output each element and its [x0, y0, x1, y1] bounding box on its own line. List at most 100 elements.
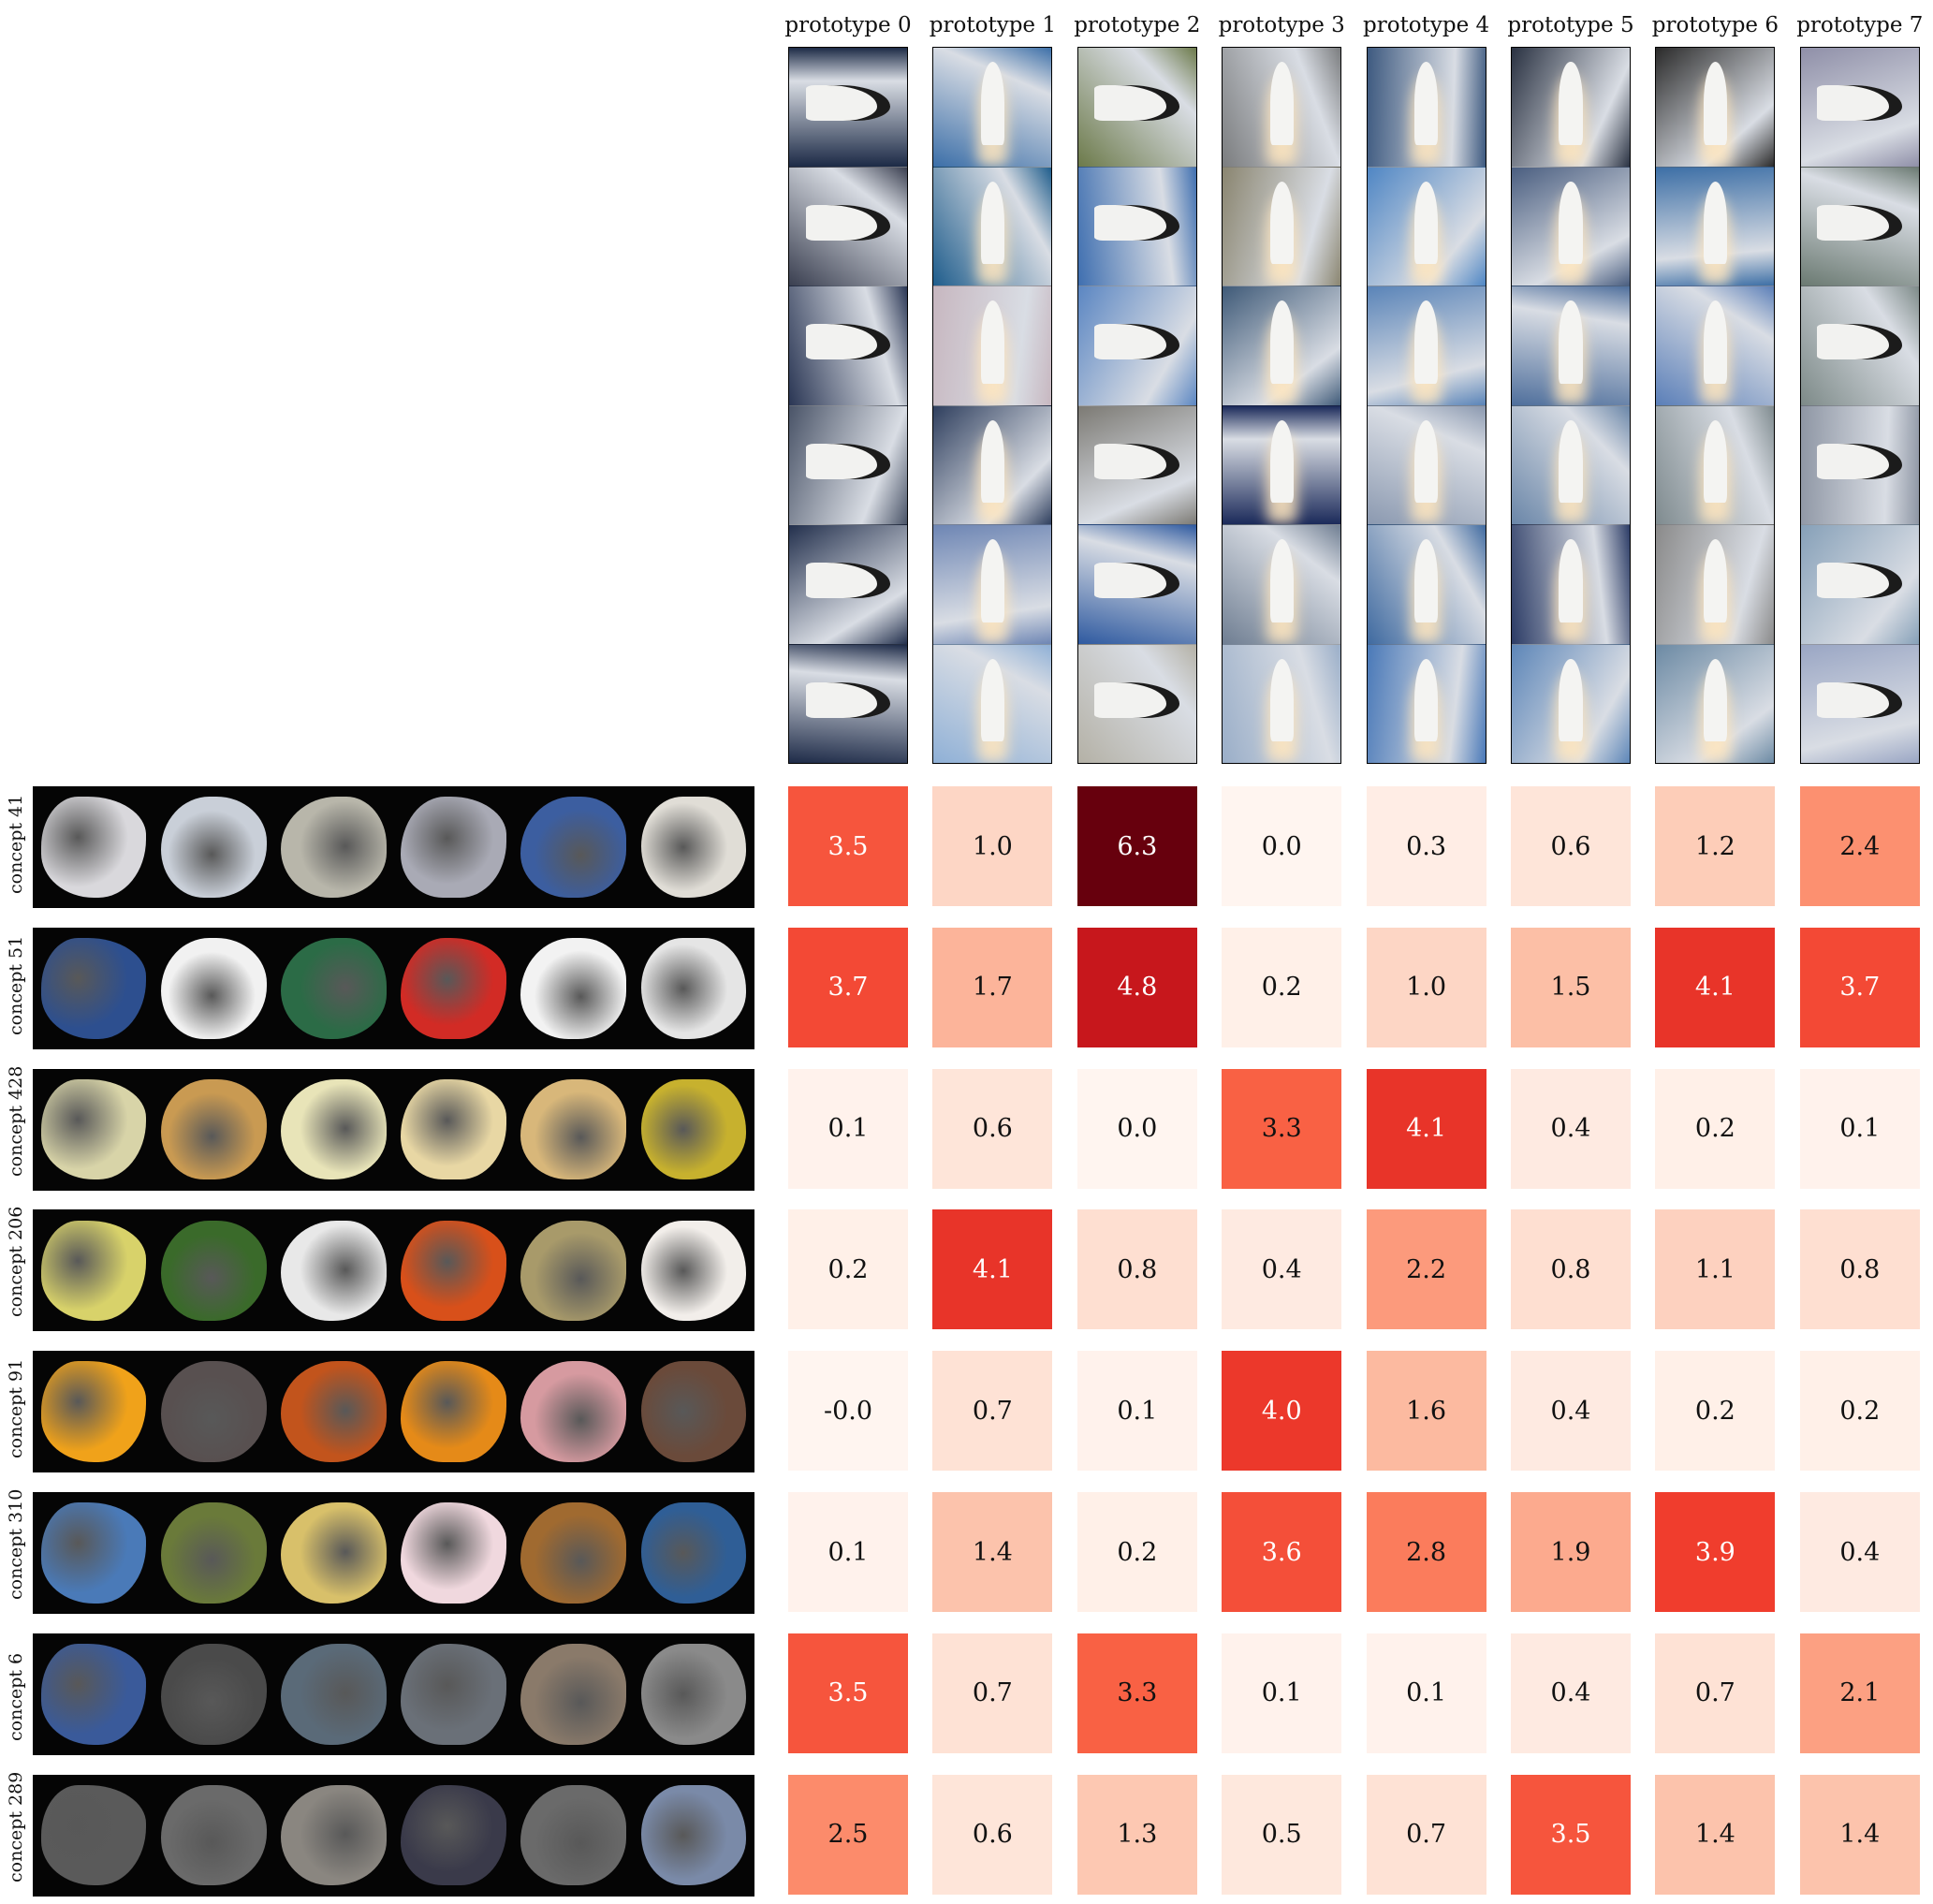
concept-patch: [394, 787, 514, 907]
shuttle-shape: [805, 443, 891, 479]
heatmap-cell-value: 1.3: [1117, 1820, 1158, 1850]
heatmap-cell: 0.4: [1799, 1492, 1920, 1612]
heatmap-cell-value: 0.7: [972, 1678, 1013, 1708]
concept-patch: [34, 929, 154, 1048]
heatmap-cell-value: 1.1: [1694, 1254, 1735, 1284]
prototype-image-column: [1222, 47, 1342, 764]
prototype-image: [1656, 286, 1775, 405]
prototype-image: [933, 166, 1052, 286]
prototype-image: [1656, 524, 1775, 644]
shuttle-shape: [1703, 181, 1727, 265]
concept-patch-region: [520, 1784, 627, 1886]
heatmap-cell: 0.1: [788, 1068, 908, 1189]
shuttle-shape: [1413, 181, 1439, 265]
shuttle-shape: [1703, 62, 1727, 145]
prototype-image: [1077, 643, 1196, 763]
concept-patch-region: [40, 1361, 147, 1462]
concept-patch-region: [281, 797, 387, 898]
concept-patch-region: [160, 1220, 267, 1322]
heatmap-cell-value: 4.8: [1117, 973, 1158, 1003]
heatmap-cell: 2.5: [788, 1774, 908, 1895]
concept-patch: [154, 1070, 273, 1190]
concept-label: concept 310: [6, 1488, 26, 1600]
concept-patch: [514, 787, 634, 907]
concept-patch: [394, 1634, 514, 1754]
heatmap-cell: 4.1: [1366, 1068, 1486, 1189]
concept-patch-region: [401, 1784, 506, 1886]
heatmap-cell-value: 0.8: [1550, 1254, 1591, 1284]
concept-patch: [634, 1352, 754, 1472]
heatmap-cell: 0.1: [1366, 1633, 1486, 1753]
prototype-image: [1223, 404, 1341, 524]
concept-patch: [634, 1210, 754, 1330]
concept-patch: [634, 1634, 754, 1754]
heatmap-cell-value: 3.3: [1261, 1114, 1302, 1144]
heatmap-cell-value: 0.2: [1839, 1396, 1881, 1426]
heatmap-cell: 6.3: [1076, 786, 1197, 906]
shuttle-shape: [1817, 681, 1903, 718]
heatmap-cell-value: 4.1: [972, 1254, 1013, 1284]
shuttle-shape: [1269, 658, 1294, 742]
shuttle-shape: [1413, 300, 1439, 384]
concept-patch-region: [40, 1502, 147, 1604]
prototype-label: prototype 6: [1651, 13, 1779, 37]
heatmap-cell: 3.3: [1222, 1068, 1342, 1189]
concept-patch-region: [160, 1502, 267, 1604]
heatmap-cell-value: 0.6: [1550, 831, 1591, 861]
concept-patch-region: [281, 1784, 387, 1886]
concept-patch: [514, 1776, 634, 1896]
heatmap-cell: 1.9: [1511, 1492, 1631, 1612]
shuttle-shape: [1817, 443, 1903, 479]
prototype-image-column: [1076, 47, 1197, 764]
heatmap-cell-value: 1.0: [972, 831, 1013, 861]
heatmap-cell-value: 0.7: [972, 1396, 1013, 1426]
heatmap-cell-value: 0.4: [1550, 1678, 1591, 1708]
prototype-image: [1800, 404, 1919, 524]
concept-patch-region: [640, 797, 747, 898]
concept-patch: [34, 1070, 154, 1190]
prototype-image: [933, 48, 1052, 167]
heatmap-cell-value: 0.4: [1550, 1114, 1591, 1144]
concept-patch-region: [640, 1078, 747, 1180]
heatmap-cell-value: 1.7: [972, 973, 1013, 1003]
heatmap-cell-value: 1.4: [1839, 1820, 1881, 1850]
heatmap-cell: 0.2: [1222, 927, 1342, 1047]
concept-patch-strip: [33, 1492, 754, 1614]
prototype-label: prototype 5: [1507, 13, 1634, 37]
prototype-image: [789, 48, 907, 167]
concept-patch-strip: [33, 1351, 754, 1473]
concept-patch: [273, 1352, 393, 1472]
shuttle-shape: [980, 658, 1004, 742]
prototype-image: [1223, 166, 1341, 286]
shuttle-shape: [1094, 85, 1180, 122]
heatmap-cell-value: -0.0: [823, 1396, 873, 1426]
prototype-label: prototype 4: [1363, 13, 1490, 37]
heatmap-cell-value: 0.1: [1839, 1114, 1881, 1144]
prototype-image: [1367, 48, 1486, 167]
prototype-image: [1223, 48, 1341, 167]
concept-patch-region: [40, 1784, 147, 1886]
concept-label: concept 289: [6, 1771, 26, 1882]
concept-patch-strip: [33, 927, 754, 1049]
concept-patch-region: [520, 1361, 627, 1462]
concept-patch: [634, 787, 754, 907]
heatmap-cell: 0.2: [1076, 1492, 1197, 1612]
prototype-image: [1656, 166, 1775, 286]
concept-patch: [273, 1776, 393, 1896]
heatmap-cell: 0.1: [1222, 1633, 1342, 1753]
concept-patch: [34, 1493, 154, 1613]
prototype-image-column: [1655, 47, 1776, 764]
concept-patch-region: [401, 1220, 506, 1322]
shuttle-shape: [1559, 181, 1583, 265]
shuttle-shape: [1094, 324, 1180, 360]
prototype-label: prototype 3: [1218, 13, 1345, 37]
heatmap-cell-value: 1.5: [1550, 973, 1591, 1003]
concept-patch-strip: [33, 1633, 754, 1755]
heatmap-cell-value: 1.4: [1694, 1820, 1735, 1850]
prototype-image: [1367, 643, 1486, 763]
concept-patch-region: [281, 1220, 387, 1322]
prototype-image: [1223, 524, 1341, 644]
concept-patch: [273, 1634, 393, 1754]
concept-patch-region: [520, 1502, 627, 1604]
heatmap-cell: 4.1: [932, 1209, 1053, 1330]
